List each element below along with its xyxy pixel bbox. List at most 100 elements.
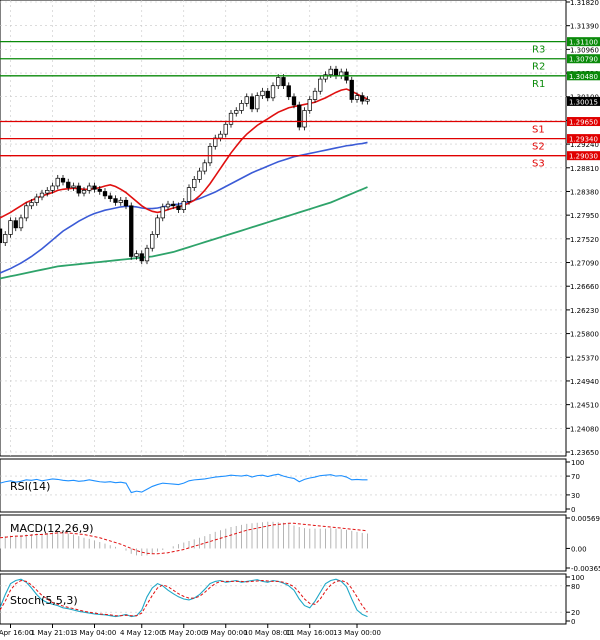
- indicator-tick-label: 70: [571, 473, 580, 481]
- indicator-tick-label: 100: [571, 459, 584, 467]
- candle-body: [123, 199, 129, 207]
- x-tick-label: 3 May 04:00: [73, 629, 117, 637]
- level-price-label: 1.29030: [569, 153, 598, 161]
- level-name-s3: S3: [532, 159, 545, 170]
- level-price-label: 1.29340: [569, 136, 598, 144]
- candle-body: [181, 201, 186, 210]
- candle-body: [291, 96, 297, 106]
- current-price-label: 1.30015: [569, 98, 598, 106]
- macd-title: MACD(12,26,9): [10, 522, 94, 535]
- candle-body: [365, 99, 370, 102]
- candle-body: [113, 198, 118, 203]
- candle-body: [144, 247, 150, 262]
- macd-signal-line: [0, 522, 368, 555]
- candle-body: [18, 217, 24, 229]
- price-tick-label: 1.28810: [570, 165, 599, 173]
- indicator-tick-label: 20: [571, 609, 580, 617]
- price-tick-label: 1.27950: [570, 212, 599, 220]
- price-tick-label: 1.24080: [570, 425, 599, 433]
- level-name-s2: S2: [532, 142, 545, 153]
- price-tick-label: 1.25800: [570, 331, 599, 339]
- price-tick-label: 1.31390: [570, 23, 599, 31]
- x-tick-label: 1 May 21:01: [31, 629, 75, 637]
- candle-body: [76, 185, 81, 194]
- current-price-tag: [567, 96, 600, 106]
- candle-body: [171, 203, 176, 207]
- level-price-label: 1.30790: [569, 56, 598, 64]
- candle-body: [228, 112, 234, 125]
- candle-body: [8, 220, 13, 235]
- candle-body: [234, 110, 239, 114]
- candle-body: [71, 185, 76, 188]
- candle-body: [213, 137, 218, 147]
- candle-body: [244, 96, 249, 104]
- candle-body: [60, 177, 66, 183]
- candle-body: [249, 96, 255, 110]
- price-tick-label: 1.28380: [570, 188, 599, 196]
- candle-body: [34, 196, 39, 203]
- level-price-label: 1.30480: [569, 73, 598, 81]
- candle-body: [297, 104, 302, 128]
- candle-body: [202, 162, 207, 172]
- price-tick-label: 1.26230: [570, 307, 599, 315]
- level-price-tag: [567, 134, 600, 144]
- x-tick-label: 11 May 16:00: [286, 629, 334, 637]
- candle-body: [270, 85, 276, 99]
- ma-slow-line: [0, 186, 368, 280]
- price-tick-label: 1.24510: [570, 402, 599, 410]
- price-tick-label: 1.23650: [570, 449, 599, 457]
- candle-body: [328, 68, 333, 76]
- rsi-line: [0, 473, 368, 494]
- candle-body: [66, 181, 71, 188]
- candle-body: [155, 217, 160, 235]
- candle-body: [302, 110, 307, 128]
- indicator-tick-label: 100: [571, 574, 584, 582]
- candle-body: [333, 68, 339, 77]
- candle-body: [92, 185, 97, 190]
- level-price-tag: [567, 71, 600, 81]
- indicator-tick-label: 80: [571, 583, 580, 591]
- candle-body: [102, 191, 108, 197]
- level-price-label: 1.31100: [569, 39, 598, 47]
- indicator-tick-label: 0: [571, 506, 575, 514]
- candle-body: [129, 205, 134, 257]
- candle-body: [312, 90, 318, 100]
- candle-body: [55, 177, 60, 187]
- candle-body: [87, 185, 92, 191]
- price-tick-label: 1.26660: [570, 283, 599, 291]
- macd-panel: 0.005692 0.00 -0.003657 MACD(12,26,9): [0, 514, 600, 573]
- level-price-label: 1.29650: [569, 119, 598, 127]
- candle-body: [118, 199, 123, 203]
- x-tick-label: 9 May 00:00: [204, 629, 248, 637]
- level-price-tag: [567, 54, 600, 64]
- candle-body: [165, 203, 171, 208]
- candle-body: [0, 228, 3, 244]
- stoch-d-line: [0, 579, 368, 617]
- indicator-tick-label: 30: [571, 492, 580, 500]
- candle-body: [207, 145, 213, 164]
- candle-body: [150, 234, 155, 249]
- candle-body: [160, 206, 165, 219]
- candle-body: [139, 253, 144, 262]
- price-tick-label: 1.27520: [570, 236, 599, 244]
- price-tick-label: 1.24940: [570, 378, 599, 386]
- indicator-plot-area: [0, 573, 567, 625]
- stoch-k-line: [0, 578, 368, 618]
- level-price-tag: [567, 151, 600, 161]
- candle-body: [323, 74, 328, 80]
- stoch-title: Stoch(5,5,3): [10, 594, 78, 607]
- price-tick-label: 1.27090: [570, 260, 599, 268]
- candle-body: [239, 102, 244, 111]
- candle-body: [186, 187, 192, 202]
- candle-body: [45, 190, 50, 194]
- candle-body: [260, 90, 265, 96]
- candle-body: [318, 78, 323, 92]
- x-tick-label: 13 May 00:00: [333, 629, 381, 637]
- candle-body: [176, 205, 181, 210]
- candle-body: [265, 90, 270, 99]
- level-name-s1: S1: [532, 125, 545, 136]
- candle-body: [50, 185, 55, 191]
- level-price-tag: [567, 117, 600, 127]
